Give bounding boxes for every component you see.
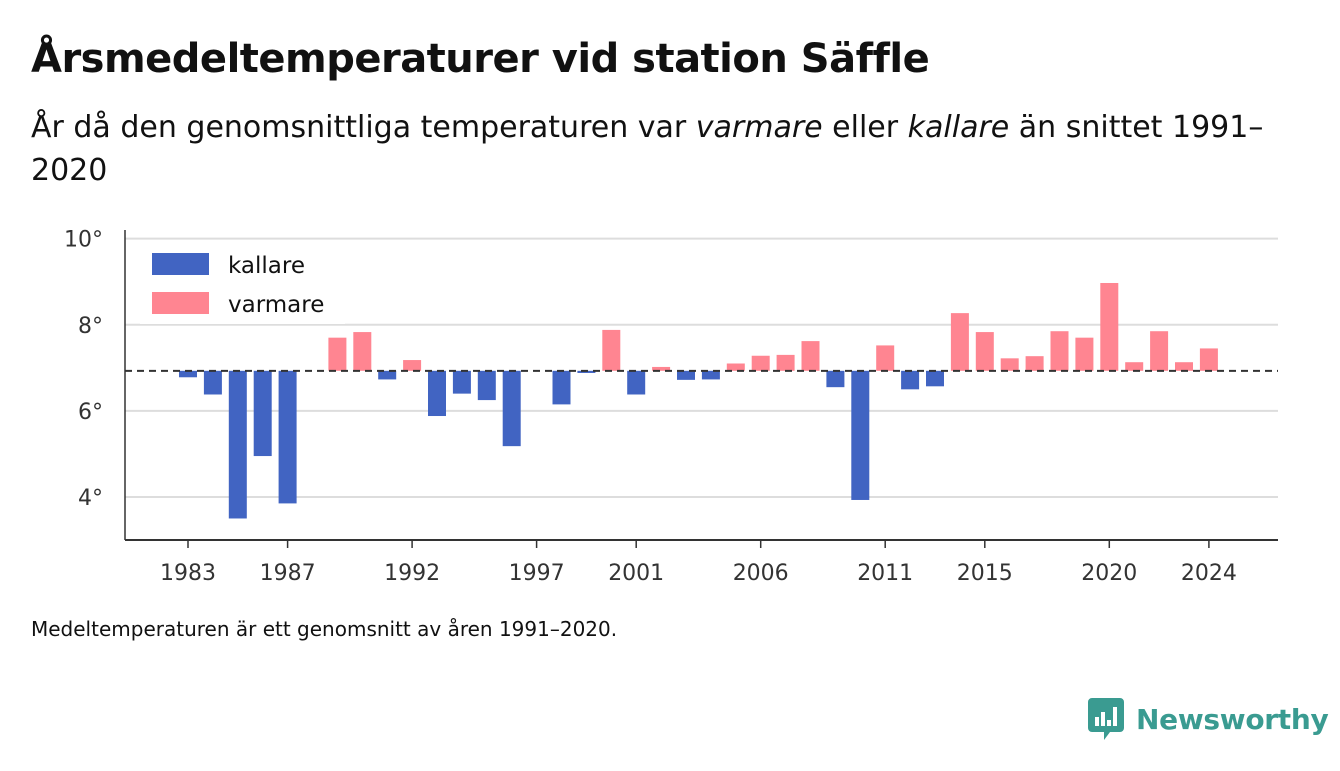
gridlines: 4° 6° 8° 10°: [64, 228, 1278, 511]
newsworthy-logo[interactable]: Newsworthy: [1088, 698, 1329, 740]
bar-kallare-1998: [552, 370, 571, 405]
legend-label-kallare: kallare: [228, 253, 305, 279]
bar-kallare-1986: [253, 370, 272, 457]
subtitle-pre: År då den genomsnittliga temperaturen va…: [31, 110, 696, 145]
bar-kallare-1984: [203, 370, 222, 395]
bar-varmare-2011: [876, 345, 895, 371]
legend: kallare varmare: [140, 240, 345, 324]
bar-kallare-1987: [278, 370, 297, 504]
legend-swatch-varmare: [152, 292, 209, 314]
bar-varmare-1992: [403, 360, 422, 371]
y-tick-label: 8°: [78, 314, 103, 339]
bar-varmare-2022: [1150, 331, 1169, 371]
bar-varmare-2000: [602, 329, 621, 371]
bar-varmare-2006: [751, 355, 770, 371]
axes: 1983 1987 1992 1997 2001 2006 2011 2015 2020 2024: [124, 230, 1278, 586]
bar-varmare-2007: [776, 354, 795, 371]
bar-varmare-2017: [1025, 356, 1044, 371]
x-tick-label: 1992: [384, 561, 440, 586]
bar-kallare-2010: [851, 370, 870, 500]
footnote: Medeltemperaturen är ett genomsnitt av å…: [31, 617, 618, 641]
bar-varmare-2023: [1175, 362, 1193, 371]
bar-varmare-1990: [353, 332, 372, 371]
legend-swatch-kallare: [152, 253, 209, 275]
bar-kallare-1993: [428, 370, 446, 417]
chart-title: Årsmedeltemperaturer vid station Säffle: [31, 36, 930, 82]
newsworthy-logo-icon: [1088, 698, 1124, 740]
bar-kallare-1999: [577, 370, 596, 373]
bar-varmare-2005: [726, 363, 745, 371]
bar-kallare-2004: [701, 370, 720, 380]
subtitle-cold: kallare: [907, 110, 1010, 145]
bar-varmare-1989: [328, 337, 347, 371]
x-tick-label: 2001: [608, 561, 664, 586]
x-tick-label: 2024: [1181, 561, 1237, 586]
subtitle-warm: varmare: [695, 110, 823, 145]
x-tick-label: 1983: [160, 561, 216, 586]
bar-kallare-2013: [926, 370, 944, 387]
x-tick-label: 2020: [1081, 561, 1137, 586]
bar-kallare-1996: [502, 370, 521, 447]
x-tick-label: 2006: [733, 561, 789, 586]
bar-kallare-1995: [477, 370, 496, 401]
chart-subtitle: År då den genomsnittliga temperaturen va…: [31, 106, 1291, 192]
bar-kallare-2009: [826, 370, 845, 388]
bar-varmare-2016: [1000, 358, 1019, 371]
y-tick-label: 6°: [78, 400, 103, 425]
x-tick-label: 1997: [509, 561, 565, 586]
bar-kallare-1983: [179, 370, 197, 378]
x-tick-label: 2011: [857, 561, 913, 586]
subtitle-mid: eller: [822, 110, 908, 145]
bar-varmare-2018: [1050, 331, 1069, 371]
x-tick-label: 2015: [957, 561, 1013, 586]
bar-kallare-2001: [627, 370, 646, 395]
y-tick-label: 4°: [78, 486, 103, 511]
bar-varmare-2002: [652, 366, 671, 371]
bar-varmare-2021: [1125, 362, 1144, 371]
subtitle-post: än snittet 1991–2020: [31, 110, 1264, 188]
bar-kallare-1991: [378, 370, 397, 380]
brand-name: Newsworthy: [1136, 702, 1329, 736]
bar-varmare-2020: [1100, 282, 1119, 371]
bar-kallare-1985: [228, 370, 247, 519]
bar-varmare-2008: [801, 341, 820, 371]
y-tick-label: 10°: [64, 228, 103, 253]
bar-kallare-2012: [901, 370, 920, 390]
bar-varmare-2014: [950, 313, 969, 371]
bar-varmare-2019: [1075, 337, 1094, 371]
bar-kallare-1994: [452, 370, 471, 394]
legend-label-varmare: varmare: [228, 292, 324, 318]
bar-varmare-2024: [1199, 348, 1218, 371]
bars: [179, 282, 1218, 519]
bar-varmare-2015: [975, 332, 994, 371]
x-tick-label: 1987: [260, 561, 316, 586]
bar-kallare-2003: [677, 370, 695, 380]
temperature-bar-chart: 4° 6° 8° 10° 1983 1987 1992 1997 2001 2006 2011 20…: [64, 228, 1278, 586]
